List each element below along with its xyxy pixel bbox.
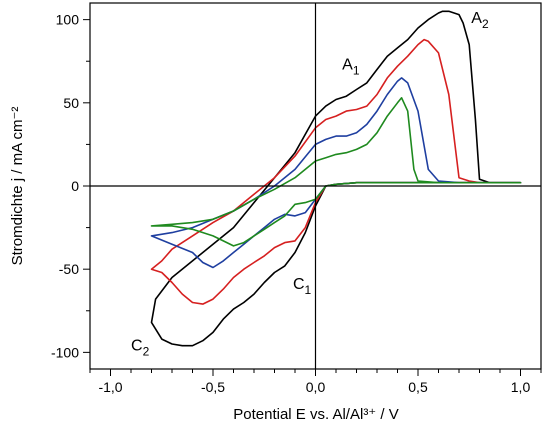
series-line-3 xyxy=(150,77,522,269)
peak-label-c1: C1 xyxy=(293,276,312,297)
series-line-4 xyxy=(150,97,522,247)
x-tick-label: 0,5 xyxy=(408,379,428,395)
x-axis-title: Potential E vs. Al/Al³⁺ / V xyxy=(233,406,398,423)
curves-layer xyxy=(150,10,522,347)
x-tick-label: -0,5 xyxy=(201,379,225,395)
axes-layer: -1,0 -0,5 0,0 0,5 1,0 -100 -50 0 50 100 xyxy=(51,2,542,395)
y-tick-label: 0 xyxy=(71,178,79,194)
x-tick-label: -1,0 xyxy=(98,379,122,395)
peak-label-c2: C2 xyxy=(131,338,150,359)
y-tick-label: -50 xyxy=(59,261,79,277)
x-tick-label: 0,0 xyxy=(306,379,326,395)
y-axis-title: Stromdichte j / mA cm⁻² xyxy=(9,107,26,266)
peak-label-a1: A1 xyxy=(342,57,360,78)
annotations-layer: A1 A2 C1 C2 xyxy=(131,10,489,359)
y-tick-label: -100 xyxy=(51,344,79,360)
x-tick-label: 1,0 xyxy=(511,379,531,395)
y-tick-label: 50 xyxy=(63,95,79,111)
y-tick-label: 100 xyxy=(56,12,80,28)
peak-label-a2: A2 xyxy=(471,10,489,31)
series-line-1 xyxy=(150,10,522,347)
